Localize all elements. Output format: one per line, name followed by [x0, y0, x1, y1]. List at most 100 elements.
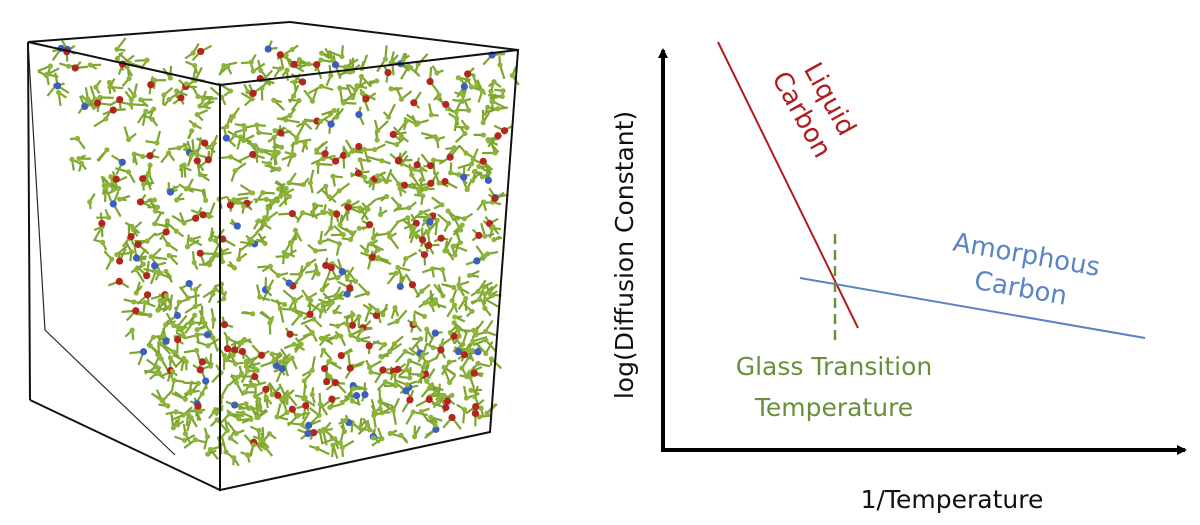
carbon-atom	[374, 78, 380, 84]
carbon-atom	[182, 396, 188, 402]
carbon-atom	[243, 363, 250, 369]
carbon-atom	[396, 181, 402, 187]
carbon-atom	[319, 50, 325, 56]
carbon-atom	[471, 169, 477, 175]
carbon-atom	[332, 309, 338, 315]
red-atom	[220, 320, 229, 329]
carbon-atom	[330, 442, 336, 448]
atom-network	[37, 37, 520, 467]
carbon-atom	[241, 203, 247, 209]
carbon-atom	[194, 152, 200, 158]
carbon-atom	[194, 111, 200, 118]
red-atom	[442, 404, 450, 412]
carbon-atom	[199, 390, 205, 397]
carbon-atom	[166, 96, 172, 103]
carbon-atom	[174, 197, 180, 203]
red-atom	[323, 377, 331, 386]
red-atom	[230, 346, 239, 354]
red-atom	[302, 401, 310, 410]
carbon-atom	[241, 336, 248, 343]
carbon-atom	[311, 316, 317, 322]
carbon-atom	[402, 348, 408, 354]
carbon-atom	[367, 306, 373, 312]
red-atom	[116, 257, 124, 265]
red-atom	[332, 157, 340, 165]
carbon-atom	[251, 382, 258, 389]
carbon-atom	[149, 116, 155, 123]
carbon-atom	[266, 285, 272, 291]
red-atom	[132, 307, 140, 315]
carbon-atom	[436, 180, 442, 186]
blue-atom	[402, 387, 410, 395]
carbon-atom	[283, 398, 289, 404]
carbon-atom	[284, 67, 290, 73]
carbon-atom	[261, 221, 268, 227]
carbon-atom	[171, 322, 177, 329]
red-atom	[460, 351, 469, 359]
blue-atom	[109, 200, 117, 208]
blue-atom	[233, 222, 241, 230]
carbon-atom	[281, 249, 287, 255]
carbon-atom	[425, 229, 431, 235]
carbon-atom	[440, 293, 446, 299]
carbon-atom	[267, 263, 274, 269]
blue-atom	[278, 365, 286, 373]
carbon-atom	[374, 307, 380, 314]
red-atom	[143, 291, 152, 299]
red-atom	[226, 201, 234, 209]
carbon-atom	[448, 170, 454, 176]
carbon-atom	[249, 359, 255, 365]
red-atom	[362, 95, 370, 103]
red-atom	[288, 405, 296, 413]
red-atom	[408, 281, 417, 289]
carbon-atom	[166, 150, 172, 156]
carbon-atom	[478, 405, 484, 411]
red-atom	[372, 311, 381, 320]
carbon-atom	[420, 193, 426, 199]
carbon-atom	[374, 137, 380, 143]
carbon-atom	[164, 218, 171, 224]
carbon-atom	[192, 312, 198, 318]
carbon-atom	[451, 243, 457, 249]
blue-atom	[432, 425, 440, 433]
carbon-atom	[349, 95, 356, 101]
carbon-atom	[262, 240, 268, 247]
blue-atom	[53, 82, 62, 90]
red-atom	[198, 358, 206, 366]
red-atom	[394, 365, 402, 373]
carbon-atom	[400, 57, 406, 63]
carbon-atom	[274, 414, 280, 420]
red-atom	[193, 157, 201, 165]
carbon-atom	[424, 360, 430, 366]
carbon-atom	[339, 444, 345, 451]
carbon-atom	[259, 148, 265, 154]
carbon-atom	[108, 174, 114, 180]
carbon-atom	[231, 197, 237, 203]
carbon-atom	[309, 209, 316, 215]
blue-atom	[285, 279, 293, 287]
carbon-atom	[379, 158, 385, 164]
carbon-atom	[347, 236, 354, 243]
carbon-atom	[260, 437, 266, 443]
blue-atom	[162, 337, 170, 345]
carbon-atom	[179, 163, 185, 169]
carbon-atom	[398, 96, 405, 102]
cube-bottom-left-edge	[29, 399, 221, 491]
carbon-atom	[175, 422, 181, 428]
carbon-atom	[339, 53, 345, 60]
red-atom	[389, 130, 397, 139]
carbon-atom	[340, 100, 347, 106]
carbon-atom	[346, 199, 352, 205]
carbon-atom	[480, 199, 487, 205]
carbon-atom	[461, 407, 468, 413]
red-atom	[500, 127, 509, 135]
carbon-atom	[470, 156, 476, 162]
carbon-atom	[491, 237, 497, 243]
carbon-atom	[285, 391, 291, 398]
carbon-atom	[396, 203, 403, 209]
carbon-atom	[286, 180, 292, 186]
carbon-atom	[242, 389, 248, 395]
carbon-atom	[350, 312, 356, 318]
carbon-atom	[342, 417, 348, 424]
red-atom	[286, 330, 294, 338]
